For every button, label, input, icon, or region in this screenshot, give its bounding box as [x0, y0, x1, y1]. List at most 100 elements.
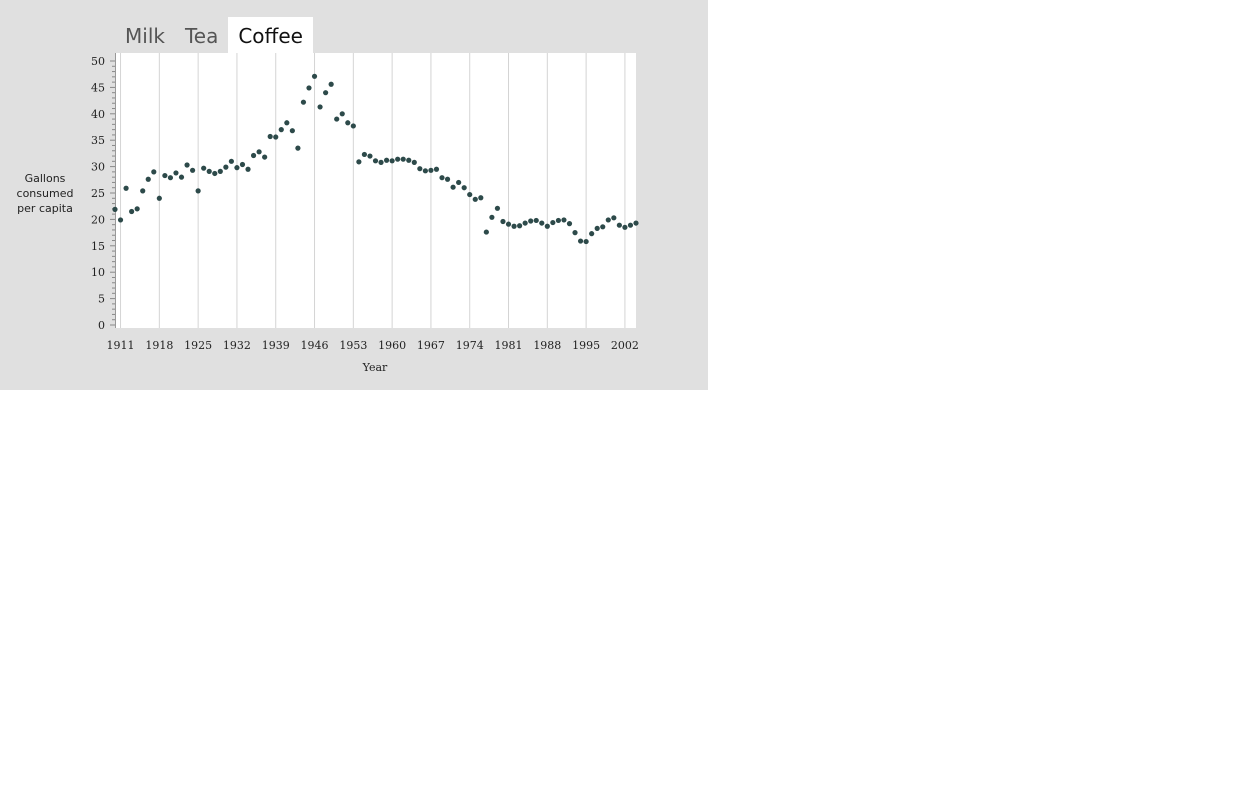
- x-tick-label: 1995: [572, 339, 600, 352]
- data-point: [378, 159, 384, 165]
- data-point: [572, 230, 578, 236]
- y-tick-label: 0: [98, 319, 105, 332]
- data-point: [600, 224, 606, 230]
- data-point: [633, 220, 639, 226]
- data-point: [622, 224, 628, 230]
- tab-coffee[interactable]: Coffee: [228, 17, 313, 53]
- y-axis-label: Gallons consumed per capita: [16, 172, 74, 215]
- data-point: [433, 166, 440, 172]
- data-point: [566, 221, 573, 227]
- data-point: [505, 221, 512, 227]
- data-point: [234, 165, 240, 171]
- x-tick-label: 1911: [107, 339, 135, 352]
- data-point: [594, 225, 600, 231]
- data-point: [467, 191, 473, 198]
- data-point: [539, 220, 545, 226]
- x-tick-label: 1981: [495, 339, 523, 352]
- y-tick-label: 25: [91, 187, 105, 200]
- data-point: [201, 165, 207, 171]
- x-tick-label: 1974: [456, 339, 484, 352]
- data-point: [616, 222, 622, 228]
- x-tick-label: 1960: [378, 339, 406, 352]
- grid-layer: [120, 53, 626, 328]
- data-point: [184, 162, 190, 168]
- data-point: [156, 195, 162, 201]
- data-point: [400, 156, 406, 162]
- data-point: [323, 90, 329, 96]
- data-point: [345, 120, 351, 126]
- data-point: [223, 164, 229, 170]
- data-point: [533, 217, 539, 224]
- y-tick-labels: 0 5 10 15 20 25 30 35 40 45 50: [91, 55, 105, 332]
- data-point: [151, 169, 157, 175]
- data-point: [411, 159, 417, 165]
- data-point: [112, 206, 118, 212]
- y-tick-label: 30: [91, 161, 105, 174]
- data-point: [189, 167, 196, 173]
- data-point: [444, 176, 451, 182]
- data-point: [577, 238, 584, 244]
- data-point: [461, 185, 467, 191]
- data-point: [417, 166, 423, 172]
- data-point: [134, 206, 140, 212]
- data-point: [517, 223, 523, 229]
- data-point: [472, 196, 478, 202]
- points-layer: [112, 73, 639, 245]
- tab-bar: Milk Tea Coffee: [115, 17, 313, 53]
- data-point: [389, 158, 395, 164]
- y-tick-label: 20: [91, 213, 105, 226]
- data-point: [522, 220, 528, 226]
- data-point: [483, 229, 489, 235]
- data-point: [145, 176, 151, 182]
- data-point: [605, 217, 611, 223]
- data-point: [500, 218, 506, 225]
- data-point: [173, 170, 179, 176]
- data-point: [372, 158, 379, 164]
- x-tick-label: 1988: [533, 339, 561, 352]
- data-point: [178, 174, 185, 180]
- data-point: [350, 123, 356, 129]
- x-tick-label: 1946: [301, 339, 329, 352]
- data-point: [583, 238, 589, 245]
- data-point: [367, 153, 373, 159]
- data-point: [511, 223, 517, 229]
- x-tick-label: 1925: [184, 339, 212, 352]
- data-point: [422, 168, 428, 174]
- data-point: [206, 168, 212, 174]
- data-point: [117, 217, 124, 223]
- data-point: [550, 219, 556, 226]
- data-point: [195, 188, 201, 194]
- x-tick-labels: 1911 1918 1925 1932 1939 1946 1953 1960 1967 1974…: [107, 339, 639, 352]
- plot-area: [115, 53, 636, 328]
- data-point: [561, 217, 567, 223]
- data-point: [334, 116, 340, 122]
- data-point: [439, 175, 445, 181]
- tab-tea[interactable]: Tea: [184, 24, 219, 48]
- data-point: [273, 134, 279, 140]
- data-point: [361, 151, 368, 158]
- data-point: [317, 104, 323, 110]
- data-point: [528, 218, 534, 224]
- data-point: [129, 208, 135, 215]
- data-point: [328, 81, 334, 87]
- data-point: [278, 127, 284, 133]
- data-point: [450, 184, 456, 190]
- data-point: [228, 158, 234, 164]
- data-point: [395, 156, 401, 162]
- x-axis-label: Year: [362, 361, 388, 374]
- tab-milk[interactable]: Milk: [125, 24, 165, 48]
- data-point: [217, 168, 223, 174]
- chart-panel: Milk Tea Coffee 0 5 10 15 20 25 30 35 40 45 50 191…: [0, 0, 708, 390]
- y-tick-label: 45: [91, 81, 105, 94]
- data-point: [289, 128, 295, 134]
- data-point: [262, 154, 268, 160]
- data-point: [250, 152, 257, 159]
- data-point: [544, 223, 550, 229]
- data-point: [300, 99, 307, 105]
- data-point: [140, 188, 146, 194]
- data-point: [284, 120, 290, 126]
- data-point: [212, 170, 218, 177]
- x-tick-label: 2002: [611, 339, 639, 352]
- x-tick-label: 1967: [417, 339, 445, 352]
- scatter-chart: 0 5 10 15 20 25 30 35 40 45 50 1911 1918 1925 1932 193…: [91, 53, 639, 352]
